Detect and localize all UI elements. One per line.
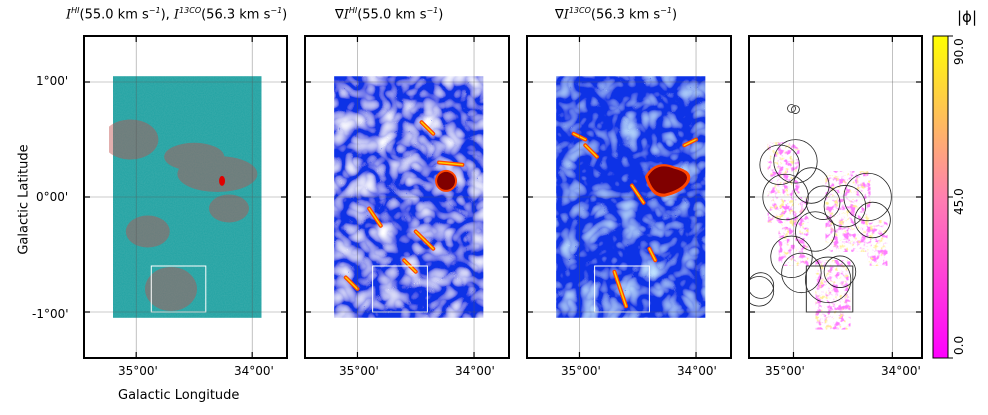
co-emission-patch <box>177 156 258 192</box>
region-circle <box>773 139 818 184</box>
y-tick-label: -1°00' <box>32 307 69 321</box>
x-tick-label: 34°00' <box>234 364 274 378</box>
co-emission-patch <box>209 194 249 223</box>
colorbar-tick-label: 0.0 <box>952 335 966 355</box>
x-tick-label: 35°00' <box>118 364 158 378</box>
region-circle <box>749 276 775 307</box>
region-circle <box>823 255 857 288</box>
region-circle <box>781 252 822 294</box>
gradient-peak <box>437 171 456 190</box>
orientation-map <box>767 142 888 330</box>
x-axis-label: Galactic Longitude <box>118 388 240 403</box>
gradient-ridge-core <box>584 144 598 158</box>
gradient-ridge-core <box>420 121 434 135</box>
gradient-peak <box>647 166 688 194</box>
panel-title-overlay: IHI(55.0 km s−1), I13CO(56.3 km s−1) <box>66 6 288 23</box>
x-tick-label: 34°00' <box>455 364 495 378</box>
axes-frame <box>526 35 732 359</box>
y-axis-label: Galactic Latitude <box>16 144 32 255</box>
x-tick-label: 34°00' <box>677 364 717 378</box>
gradient-ridge-core <box>683 138 697 146</box>
gradient-highlights <box>343 120 465 291</box>
axes-frame <box>748 35 923 359</box>
region-circle <box>787 104 796 113</box>
colorbar-tick-label: 90.0 <box>952 38 966 65</box>
gradient-ridge-core <box>414 230 434 250</box>
gradient-highlights <box>571 131 699 309</box>
colorbar-tick-label: 45.0 <box>952 188 966 215</box>
panel-intensity-overlay <box>83 35 288 359</box>
x-tick-label: 34°00' <box>881 364 921 378</box>
y-tick-label: 1°00' <box>36 74 69 88</box>
co-emission-patch <box>109 119 159 160</box>
colorbar <box>932 35 953 359</box>
panel-title-co-gradient: ∇I13CO(56.3 km s−1) <box>555 6 678 23</box>
co-emission-patch <box>125 215 170 248</box>
co-emission-layer <box>109 119 258 311</box>
colorbar-label: |ϕ| <box>957 8 978 26</box>
region-circle <box>749 272 775 299</box>
gradient-ridge-core <box>438 161 464 166</box>
colorbar-gradient <box>932 35 949 359</box>
region-circle <box>791 105 800 114</box>
co-emission-patch <box>164 142 225 171</box>
region-circle <box>759 144 800 185</box>
panel-relative-orientation <box>748 35 923 359</box>
region-circle <box>804 256 852 303</box>
gradient-ridge-core <box>613 271 627 307</box>
x-tick-label: 35°00' <box>765 364 805 378</box>
axes-frame <box>83 35 288 359</box>
gradient-ridge-core <box>368 207 382 227</box>
y-tick-label: 0°00' <box>36 190 69 204</box>
axes-frame <box>304 35 510 359</box>
orientation-pixels-yellow <box>867 220 888 266</box>
orientation-pixels-yellow <box>825 171 871 252</box>
region-circle <box>795 211 836 252</box>
panel-hi-gradient <box>304 35 510 359</box>
x-tick-label: 35°00' <box>339 364 379 378</box>
panel-co-gradient <box>526 35 732 359</box>
gradient-ridge-core <box>648 248 656 261</box>
gradient-ridge-core <box>345 276 359 290</box>
co-peak-marker <box>219 175 226 186</box>
co-emission-patch <box>145 267 197 311</box>
x-tick-label: 35°00' <box>561 364 601 378</box>
panel-title-hi-gradient: ∇IHI(55.0 km s−1) <box>335 6 444 23</box>
gradient-ridge-core <box>631 184 645 204</box>
region-circle <box>805 185 841 220</box>
region-circle <box>823 185 867 228</box>
region-circle <box>854 201 891 239</box>
